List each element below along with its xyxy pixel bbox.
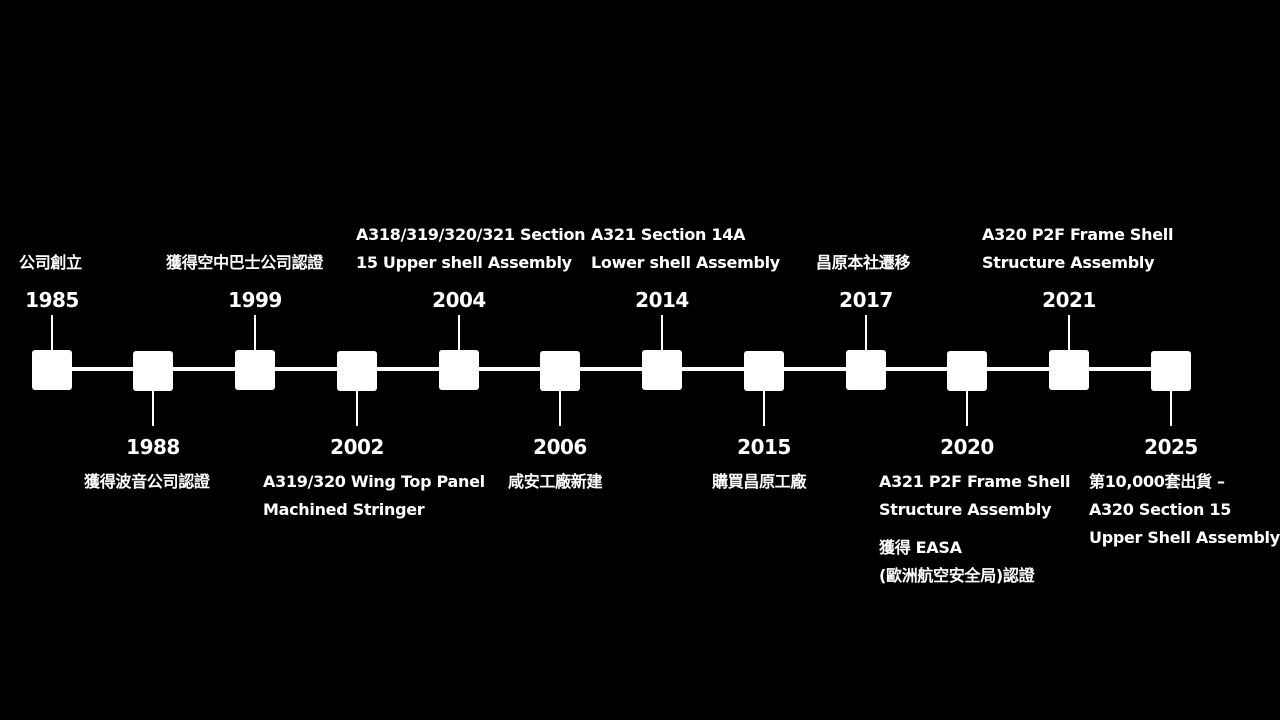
event-year: 2025 xyxy=(1144,435,1198,459)
event-year: 1988 xyxy=(126,435,180,459)
event-connector xyxy=(1068,315,1070,351)
event-marker xyxy=(642,350,682,390)
description-line: Structure Assembly xyxy=(879,500,1052,519)
event-connector xyxy=(661,315,663,351)
event-description: 昌原本社遷移 xyxy=(816,249,911,277)
event-description: 咸安工廠新建 xyxy=(508,468,603,496)
event-marker xyxy=(1151,351,1191,391)
event-year: 1999 xyxy=(228,288,282,312)
event-year: 2014 xyxy=(635,288,689,312)
event-description: 購買昌原工廠 xyxy=(712,468,807,496)
description-line: 獲得波音公司認證 xyxy=(84,472,210,491)
event-description: A318/319/320/321 Section 15 Upper shell A… xyxy=(356,221,586,277)
event-connector xyxy=(458,315,460,351)
event-description: A321 P2F Frame Shell Structure Assembly xyxy=(879,468,1070,524)
description-line: Machined Stringer xyxy=(263,500,425,519)
event-year: 2006 xyxy=(533,435,587,459)
description-line: (歐洲航空安全局)認證 xyxy=(879,566,1035,585)
event-description: A320 P2F Frame Shell Structure Assembly xyxy=(982,221,1173,277)
event-description: 獲得波音公司認證 xyxy=(84,468,210,496)
description-line: 昌原本社遷移 xyxy=(816,253,911,272)
description-line: 15 Upper shell Assembly xyxy=(356,253,572,272)
description-line: A318/319/320/321 Section xyxy=(356,225,586,244)
event-connector xyxy=(763,390,765,426)
description-line: 獲得空中巴士公司認證 xyxy=(166,253,324,272)
event-connector xyxy=(51,315,53,351)
event-connector xyxy=(1170,390,1172,426)
event-year: 2021 xyxy=(1042,288,1096,312)
event-description: 獲得空中巴士公司認證 xyxy=(166,249,323,277)
event-year: 2004 xyxy=(432,288,486,312)
event-year: 2020 xyxy=(940,435,994,459)
event-marker xyxy=(235,350,275,390)
event-marker xyxy=(133,351,173,391)
event-description-extra: 獲得 EASA (歐洲航空安全局)認證 xyxy=(879,534,1035,590)
description-line: 公司創立 xyxy=(19,253,82,272)
event-description: 公司創立 xyxy=(19,249,82,277)
description-line: Upper Shell Assembly xyxy=(1089,528,1280,547)
description-line: A320 P2F Frame Shell xyxy=(982,225,1174,244)
event-description: A319/320 Wing Top Panel Machined Stringer xyxy=(263,468,485,524)
event-year: 2015 xyxy=(737,435,791,459)
event-marker xyxy=(744,351,784,391)
event-connector xyxy=(966,390,968,426)
event-connector xyxy=(152,390,154,426)
event-marker xyxy=(32,350,72,390)
event-marker xyxy=(439,350,479,390)
description-line: A321 P2F Frame Shell xyxy=(879,472,1071,491)
description-line: 咸安工廠新建 xyxy=(508,472,603,491)
event-marker xyxy=(846,350,886,390)
event-marker xyxy=(337,351,377,391)
timeline-axis xyxy=(52,367,1172,371)
event-year: 2017 xyxy=(839,288,893,312)
description-line: 第10,000套出貨 – xyxy=(1089,472,1225,491)
event-connector xyxy=(559,390,561,426)
event-connector xyxy=(356,390,358,426)
event-connector xyxy=(254,315,256,351)
event-description: A321 Section 14A Lower shell Assembly xyxy=(591,221,780,277)
description-line: 購買昌原工廠 xyxy=(712,472,807,491)
description-line: A319/320 Wing Top Panel xyxy=(263,472,485,491)
description-line: A320 Section 15 xyxy=(1089,500,1232,519)
description-line: A321 Section 14A xyxy=(591,225,746,244)
event-description: 第10,000套出貨 – A320 Section 15 Upper Shell A… xyxy=(1089,468,1280,552)
event-marker xyxy=(947,351,987,391)
event-connector xyxy=(865,315,867,351)
description-line: Lower shell Assembly xyxy=(591,253,780,272)
event-year: 2002 xyxy=(330,435,384,459)
description-line: Structure Assembly xyxy=(982,253,1155,272)
event-marker xyxy=(540,351,580,391)
event-year: 1985 xyxy=(25,288,79,312)
event-marker xyxy=(1049,350,1089,390)
description-line: 獲得 EASA xyxy=(879,538,962,557)
